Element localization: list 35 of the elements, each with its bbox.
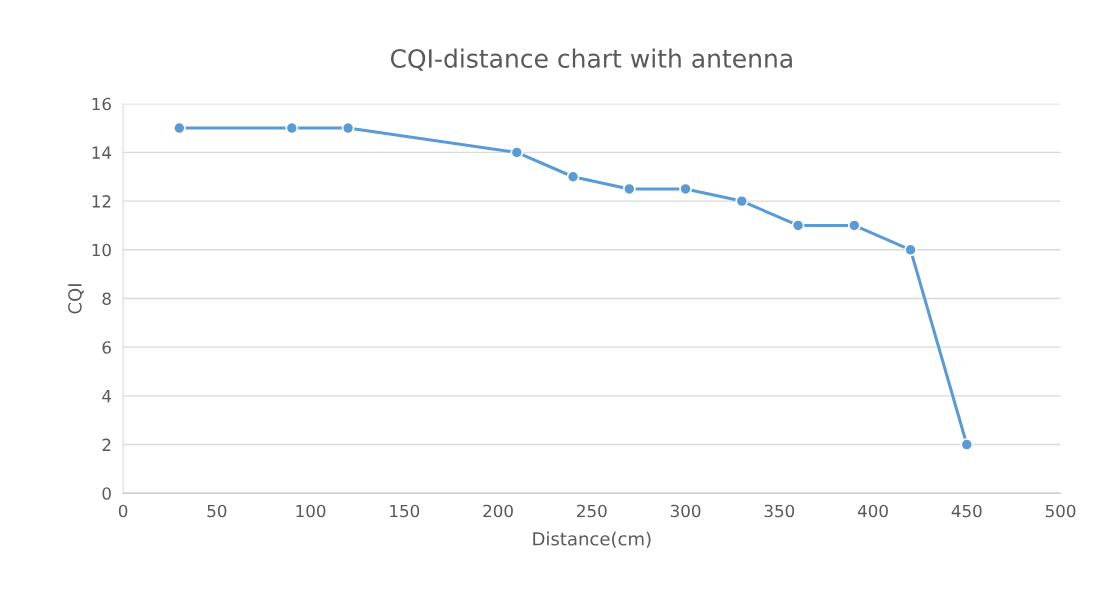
x-tick-label: 500 — [1045, 504, 1076, 518]
y-tick-label: 4 — [102, 390, 112, 403]
x-tick-label: 50 — [207, 504, 227, 518]
point — [285, 121, 299, 135]
y-tick-label: 16 — [92, 97, 111, 111]
point — [172, 121, 186, 135]
point — [791, 219, 805, 232]
point — [735, 194, 749, 208]
chart-title: CQI-distance chart with antenna — [390, 48, 792, 71]
x-tick-label: 200 — [483, 504, 513, 518]
x-tick-label: 250 — [577, 504, 607, 518]
y-tick-label: 2 — [102, 438, 111, 451]
x-tick-label: 350 — [764, 504, 795, 518]
x-axis-title: Distance(cm) — [533, 531, 651, 548]
point — [510, 146, 524, 159]
point — [341, 121, 355, 135]
point — [679, 182, 692, 196]
y-tick-label: 8 — [102, 292, 111, 306]
point — [622, 182, 636, 196]
x-tick-label: 400 — [857, 504, 888, 518]
point — [847, 219, 861, 232]
y-tick-label: 10 — [92, 243, 111, 257]
y-axis-title: CQI — [68, 284, 84, 314]
x-tick-label: 300 — [670, 504, 701, 518]
x-tick-label: 150 — [390, 504, 420, 518]
y-tick-label: 12 — [92, 195, 111, 208]
x-tick-label: 450 — [951, 504, 982, 518]
x-tick-label: 0 — [118, 504, 128, 518]
point — [904, 243, 917, 257]
point — [960, 438, 974, 451]
y-tick-label: 14 — [92, 146, 112, 159]
y-tick-label: 6 — [102, 341, 111, 354]
y-tick-label: 0 — [102, 487, 111, 500]
point — [566, 170, 580, 184]
x-tick-label: 100 — [296, 504, 326, 518]
